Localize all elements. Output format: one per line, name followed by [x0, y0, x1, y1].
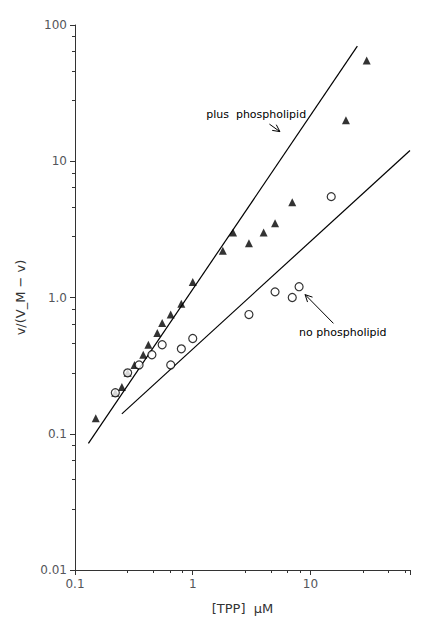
svg-text:[TPP] μM: [TPP] μM: [212, 601, 274, 616]
svg-text:100: 100: [44, 18, 67, 32]
svg-text:v/(V_M − v): v/(V_M − v): [13, 260, 28, 336]
svg-text:0.01: 0.01: [40, 563, 67, 577]
svg-text:0.1: 0.1: [48, 427, 67, 441]
svg-text:0.1: 0.1: [65, 577, 84, 591]
svg-text:10: 10: [303, 577, 318, 591]
svg-text:10: 10: [52, 154, 67, 168]
svg-text:no phospholipid: no phospholipid: [299, 326, 386, 339]
svg-text:plus phospholipid: plus phospholipid: [206, 108, 306, 121]
svg-text:1.0: 1.0: [48, 291, 67, 305]
svg-text:1: 1: [189, 577, 197, 591]
